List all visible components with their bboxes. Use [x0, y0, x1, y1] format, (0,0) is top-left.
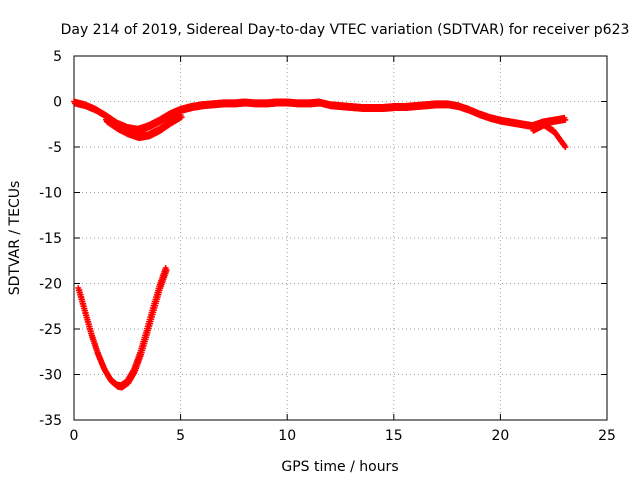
grid	[74, 56, 607, 420]
data-point	[177, 112, 185, 121]
data-point	[561, 114, 569, 123]
y-tick-label: -25	[39, 322, 62, 338]
y-tick-label: -10	[39, 186, 62, 202]
data-point	[559, 139, 567, 148]
data-point	[561, 142, 569, 151]
x-tick-label: 10	[278, 428, 296, 444]
data-marks	[71, 98, 569, 391]
y-axis-title: SDTVAR / TECUs	[7, 181, 23, 296]
y-tick-label: -15	[39, 231, 62, 247]
data-point	[553, 131, 561, 140]
series-upper-track-branch	[102, 112, 185, 142]
data-point	[556, 134, 564, 143]
y-tick-label: 5	[53, 49, 62, 65]
data-point	[162, 265, 170, 274]
data-point	[550, 127, 558, 136]
x-tick-label: 0	[70, 428, 79, 444]
y-tick-label: -5	[48, 140, 62, 156]
x-tick-label: 15	[385, 428, 403, 444]
x-tick-label: 25	[598, 428, 616, 444]
data-point	[552, 130, 560, 139]
data-point	[560, 140, 568, 149]
x-tick-labels: 0 5 10 15 20 25	[70, 428, 616, 444]
y-tick-label: -20	[39, 277, 62, 293]
y-tick-labels: 5 0 -5 -10 -15 -20 -25 -30 -35	[39, 49, 62, 429]
x-axis-title: GPS time / hours	[281, 459, 398, 475]
data-point	[558, 137, 566, 146]
x-tick-label: 5	[176, 428, 185, 444]
x-tick-label: 20	[491, 428, 509, 444]
plot-frame	[73, 55, 608, 421]
data-point	[551, 129, 559, 138]
y-tick-label: -30	[39, 368, 62, 384]
data-point	[557, 136, 565, 145]
data-point	[554, 133, 562, 142]
series-upper-track-late-branch	[529, 120, 569, 151]
series-lower-arc	[75, 265, 170, 391]
series-upper-track	[71, 98, 569, 134]
chart-title: Day 214 of 2019, Sidereal Day-to-day VTE…	[61, 22, 630, 38]
axis-ticks	[73, 55, 608, 421]
y-tick-label: 0	[53, 95, 62, 111]
y-tick-label: -35	[39, 413, 62, 429]
